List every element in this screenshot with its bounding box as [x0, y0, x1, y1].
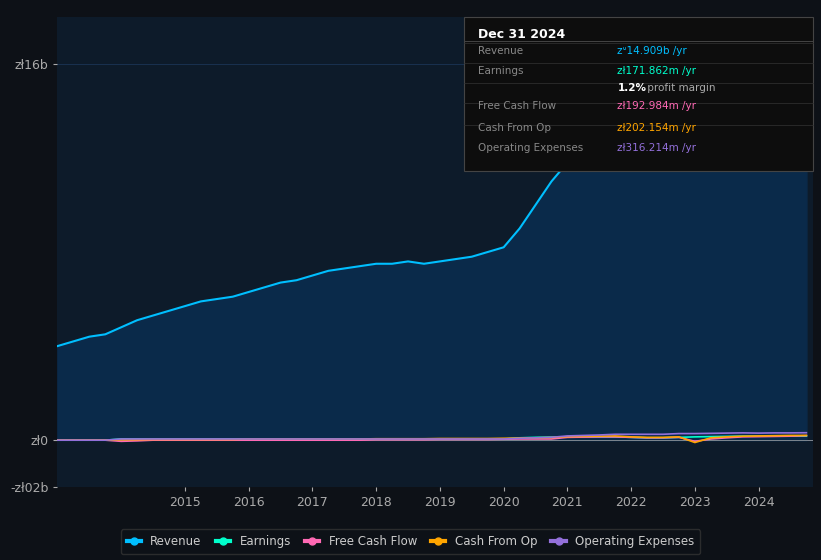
Text: zł192.984m /yr: zł192.984m /yr	[617, 101, 696, 111]
Text: Dec 31 2024: Dec 31 2024	[478, 27, 565, 40]
Text: Free Cash Flow: Free Cash Flow	[478, 101, 556, 111]
Text: 1.2%: 1.2%	[617, 83, 646, 92]
Text: Earnings: Earnings	[478, 66, 523, 76]
Text: Operating Expenses: Operating Expenses	[478, 143, 583, 153]
FancyBboxPatch shape	[464, 17, 813, 171]
Text: profit margin: profit margin	[644, 83, 715, 92]
Text: zł171.862m /yr: zł171.862m /yr	[617, 66, 696, 76]
Text: Cash From Op: Cash From Op	[478, 123, 551, 133]
Text: zł202.154m /yr: zł202.154m /yr	[617, 123, 696, 133]
Text: Revenue: Revenue	[478, 46, 523, 55]
Text: zł316.214m /yr: zł316.214m /yr	[617, 143, 696, 153]
Legend: Revenue, Earnings, Free Cash Flow, Cash From Op, Operating Expenses: Revenue, Earnings, Free Cash Flow, Cash …	[121, 529, 700, 554]
Text: zᐡ14.909b /yr: zᐡ14.909b /yr	[617, 46, 687, 55]
